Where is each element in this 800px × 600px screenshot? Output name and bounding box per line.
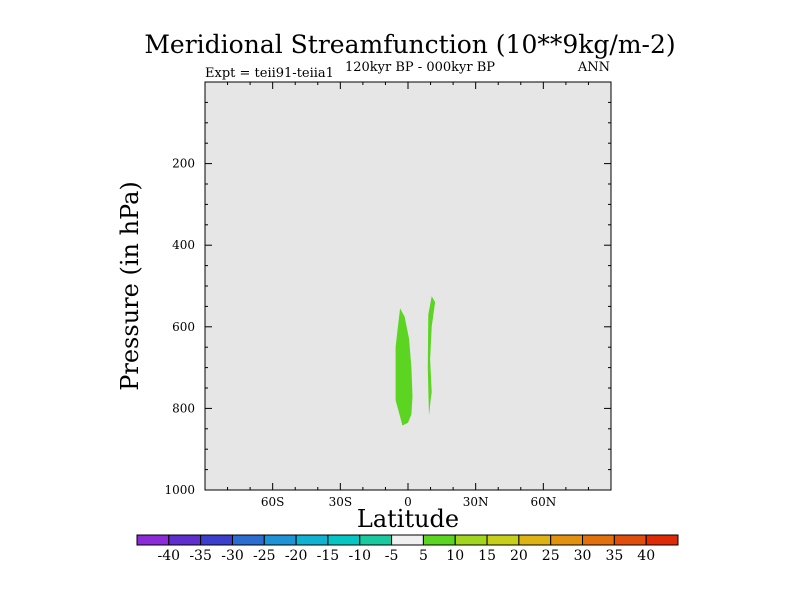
colorbar-segment xyxy=(327,534,361,546)
colorbar-tick-label: -30 xyxy=(221,548,244,564)
colorbar-segment xyxy=(486,534,520,546)
x-axis-label: Latitude xyxy=(357,505,459,533)
colorbar-tick-label: -10 xyxy=(349,548,372,564)
y-tick-label: 600 xyxy=(172,320,195,334)
colorbar-segment xyxy=(295,534,329,546)
colorbar-segment xyxy=(168,534,202,546)
colorbar-labels: -40 -35 -30 -25 -20 -15 -10 -5 5 10 15 20 25 30 35 40 xyxy=(158,548,656,564)
colorbar-tick-label: -40 xyxy=(158,548,181,564)
colorbar-segment xyxy=(231,534,265,546)
colorbar-segment xyxy=(645,534,679,546)
colorbar-tick-label: -5 xyxy=(385,548,399,564)
colorbar-tick-label: 35 xyxy=(605,548,623,564)
x-tick-label: 60S xyxy=(261,495,285,509)
colorbar-segment xyxy=(518,534,552,546)
chart-title: Meridional Streamfunction (10**9kg/m-2) xyxy=(144,30,675,59)
colorbar-tick-label: -35 xyxy=(189,548,212,564)
colorbar-segment xyxy=(422,534,456,546)
colorbar-tick-label: 10 xyxy=(446,548,464,564)
x-tick-label: 30S xyxy=(329,495,353,509)
x-tick-label: 0 xyxy=(404,495,412,509)
colorbar-segment xyxy=(263,534,297,546)
tick-labels: 60S 30S 0 30N 60N 200 400 600 800 1000 xyxy=(164,157,556,509)
subtitle-left: Expt = teii91-teiia1 xyxy=(205,66,334,81)
plot-background xyxy=(205,82,611,490)
colorbar-segment xyxy=(613,534,647,546)
colorbar-tick-label: 30 xyxy=(574,548,592,564)
colorbar-tick-label: -25 xyxy=(253,548,276,564)
contour-region-2 xyxy=(427,296,436,416)
y-tick-label: 1000 xyxy=(164,483,195,497)
colorbar-segment xyxy=(550,534,584,546)
y-tick-label: 400 xyxy=(172,238,195,252)
colorbar-segment xyxy=(200,534,233,546)
y-tick-label: 200 xyxy=(172,157,195,171)
colorbar-tick-label: 5 xyxy=(419,548,428,564)
contour-regions xyxy=(395,296,436,426)
colorbar-tick-label: 20 xyxy=(510,548,528,564)
plot-frame xyxy=(204,81,612,491)
colorbar-tick-label: -20 xyxy=(285,548,308,564)
colorbar-segment xyxy=(359,534,393,546)
x-tick-label: 60N xyxy=(530,495,556,509)
colorbar-segment xyxy=(454,534,488,546)
colorbar-tick-label: 40 xyxy=(637,548,655,564)
colorbar-segment xyxy=(391,534,424,546)
subtitle-center: 120kyr BP - 000kyr BP xyxy=(345,60,495,75)
subtitle-right: ANN xyxy=(577,60,610,75)
y-tick-label: 800 xyxy=(172,401,195,415)
colorbar-segment xyxy=(136,534,170,546)
contour-region-1 xyxy=(395,308,413,426)
colorbar-segment xyxy=(582,534,615,546)
y-axis-label: Pressure (in hPa) xyxy=(116,181,144,391)
colorbar xyxy=(136,534,679,546)
colorbar-tick-label: -15 xyxy=(317,548,340,564)
colorbar-tick-label: 15 xyxy=(478,548,496,564)
x-tick-label: 30N xyxy=(463,495,489,509)
colorbar-tick-label: 25 xyxy=(542,548,560,564)
